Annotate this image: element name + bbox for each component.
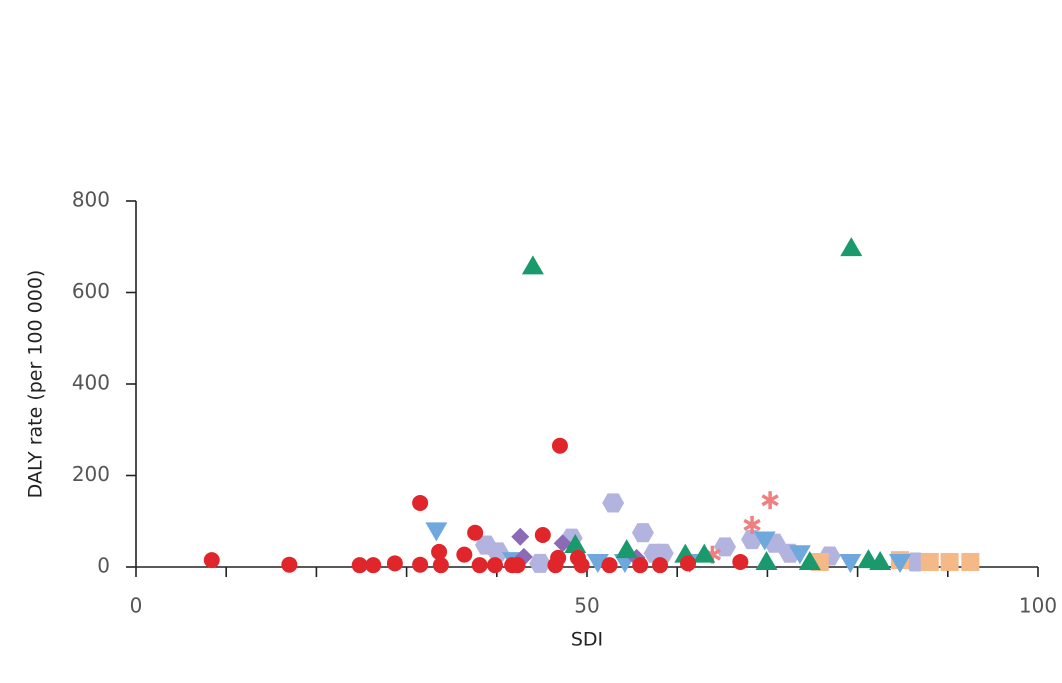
- point: [486, 542, 509, 562]
- y-tick-label: 400: [72, 371, 110, 395]
- point: [840, 237, 863, 257]
- point: [680, 555, 697, 572]
- point: [564, 534, 587, 554]
- point: [412, 556, 429, 573]
- point: [839, 553, 862, 573]
- point: [961, 552, 980, 571]
- point: [615, 539, 638, 559]
- point: [203, 552, 220, 569]
- asterisk-stroke: [761, 494, 779, 507]
- y-tick-label: 0: [97, 554, 110, 578]
- point: [798, 550, 821, 570]
- x-tick-label: 50: [574, 594, 599, 618]
- point: [529, 553, 552, 573]
- point: [888, 553, 911, 573]
- point: [920, 552, 939, 571]
- x-axis-label: SDI: [571, 629, 603, 651]
- y-tick-label: 800: [72, 188, 110, 212]
- point: [551, 437, 568, 454]
- point: [743, 515, 761, 534]
- y-tick-label: 600: [72, 279, 110, 303]
- point: [788, 545, 811, 565]
- point: [431, 543, 448, 560]
- point: [573, 557, 590, 574]
- y-axis-label: DALY rate (per 100 000): [25, 270, 47, 499]
- point: [940, 552, 959, 571]
- point: [386, 555, 403, 572]
- point: [652, 557, 669, 574]
- point: [693, 543, 716, 563]
- point: [432, 557, 449, 574]
- y-tick-label: 200: [72, 462, 110, 486]
- point: [761, 491, 779, 510]
- point: [467, 524, 484, 541]
- point: [351, 557, 368, 574]
- point: [509, 557, 526, 574]
- point: [534, 526, 551, 543]
- point: [753, 531, 776, 551]
- x-tick-label: 0: [130, 594, 143, 618]
- point: [425, 522, 448, 542]
- point: [521, 255, 544, 275]
- point: [550, 549, 567, 566]
- point: [601, 557, 618, 574]
- point: [456, 546, 473, 563]
- x-tick-label: 100: [1019, 594, 1057, 618]
- point: [553, 534, 572, 553]
- point: [486, 557, 503, 574]
- point: [365, 557, 382, 574]
- point: [602, 493, 625, 513]
- point: [732, 553, 749, 570]
- point: [281, 556, 298, 573]
- point: [586, 553, 609, 573]
- point: [869, 550, 892, 570]
- point: [632, 557, 649, 574]
- point: [412, 494, 429, 511]
- point: [511, 527, 530, 546]
- point: [631, 523, 654, 543]
- asterisk-stroke: [743, 518, 761, 531]
- point: [755, 550, 778, 570]
- point: [471, 557, 488, 574]
